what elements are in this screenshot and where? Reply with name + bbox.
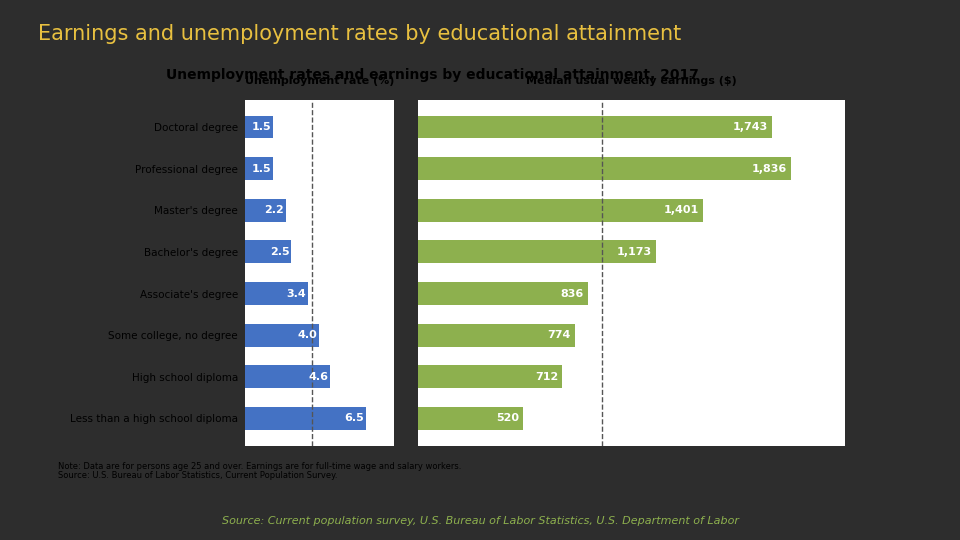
Bar: [245, 199, 286, 222]
Text: 2.5: 2.5: [270, 247, 290, 257]
Bar: [418, 157, 791, 180]
Bar: [245, 365, 330, 388]
Bar: [418, 240, 657, 264]
Text: 1.5: 1.5: [252, 164, 272, 174]
Text: Earnings and unemployment rates by educational attainment: Earnings and unemployment rates by educa…: [38, 24, 682, 44]
Text: 3.4: 3.4: [287, 288, 306, 299]
Text: 4.6: 4.6: [309, 372, 329, 382]
Bar: [418, 323, 575, 347]
Text: Unemployment rates and earnings by educational attainment, 2017: Unemployment rates and earnings by educa…: [166, 68, 699, 82]
Text: 1,401: 1,401: [663, 205, 699, 215]
Text: 4.0: 4.0: [298, 330, 318, 340]
Text: Source: U.S. Bureau of Labor Statistics, Current Population Survey.: Source: U.S. Bureau of Labor Statistics,…: [58, 471, 337, 480]
Bar: [418, 282, 588, 305]
Bar: [418, 365, 563, 388]
Text: 1,173: 1,173: [617, 247, 652, 257]
Text: 774: 774: [547, 330, 571, 340]
Bar: [245, 323, 319, 347]
Text: 1,743: 1,743: [732, 122, 768, 132]
Bar: [245, 282, 308, 305]
Text: 712: 712: [535, 372, 559, 382]
Text: Median usual weekly earnings ($): Median usual weekly earnings ($): [526, 76, 736, 86]
Text: 520: 520: [496, 413, 519, 423]
Bar: [418, 199, 703, 222]
Text: Note: Data are for persons age 25 and over. Earnings are for full-time wage and : Note: Data are for persons age 25 and ov…: [58, 462, 461, 471]
Text: Unemployment rate (%): Unemployment rate (%): [245, 76, 394, 86]
Text: 836: 836: [561, 288, 584, 299]
Bar: [418, 116, 772, 138]
Text: 6.5: 6.5: [345, 413, 364, 423]
Text: 1,836: 1,836: [752, 164, 787, 174]
Bar: [245, 407, 366, 430]
Text: 2.2: 2.2: [265, 205, 284, 215]
Bar: [245, 240, 291, 264]
Text: Source: Current population survey, U.S. Bureau of Labor Statistics, U.S. Departm: Source: Current population survey, U.S. …: [222, 516, 738, 526]
Bar: [418, 407, 523, 430]
Bar: [245, 116, 273, 138]
Bar: [245, 157, 273, 180]
Text: 1.5: 1.5: [252, 122, 272, 132]
